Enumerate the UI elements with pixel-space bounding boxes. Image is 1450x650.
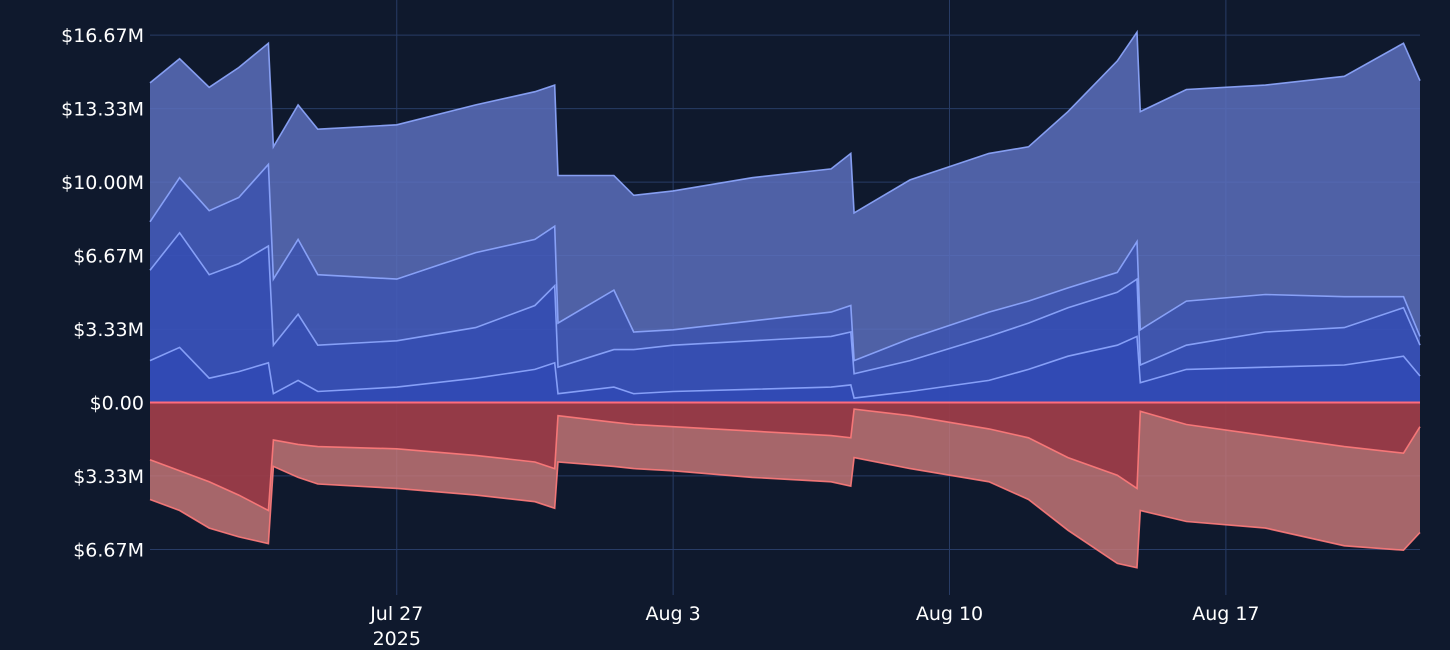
- x-tick-label: Aug 3: [646, 603, 701, 625]
- x-tick-label: Aug 10: [916, 603, 983, 625]
- x-tick-sublabel: 2025: [373, 628, 421, 650]
- y-tick-label: $13.33M: [61, 99, 144, 121]
- y-tick-label: $16.67M: [61, 25, 144, 47]
- positive-series-area: [150, 336, 1420, 403]
- y-tick-label: $3.33M: [73, 466, 144, 488]
- y-tick-label: $10.00M: [61, 172, 144, 194]
- area-layer: [150, 32, 1420, 568]
- negative-series-area: [150, 402, 1420, 511]
- y-tick-label: $6.67M: [73, 540, 144, 562]
- x-tick-label: Jul 27: [369, 603, 423, 625]
- positive-series-area: [150, 32, 1420, 403]
- positive-series-area: [150, 232, 1420, 403]
- positive-series-line: [149, 162, 1421, 362]
- y-tick-label: $0.00: [90, 392, 144, 414]
- y-axis: $16.67M $13.33M $10.00M $6.67M $3.33M $0.00 $3…: [61, 25, 144, 561]
- positive-series-area: [150, 164, 1420, 403]
- negative-series-line: [149, 408, 1421, 512]
- x-tick-label: Aug 17: [1192, 603, 1259, 625]
- positive-series-line: [149, 335, 1421, 399]
- line-layer: [149, 29, 1421, 569]
- y-tick-label: $6.67M: [73, 245, 144, 267]
- positive-series-line: [149, 29, 1421, 215]
- y-tick-label: $3.33M: [73, 319, 144, 341]
- x-axis: Jul 27 2025 Aug 3 Aug 10 Aug 17: [369, 603, 1259, 650]
- positive-series-line: [149, 231, 1421, 375]
- negative-series-line: [149, 456, 1421, 569]
